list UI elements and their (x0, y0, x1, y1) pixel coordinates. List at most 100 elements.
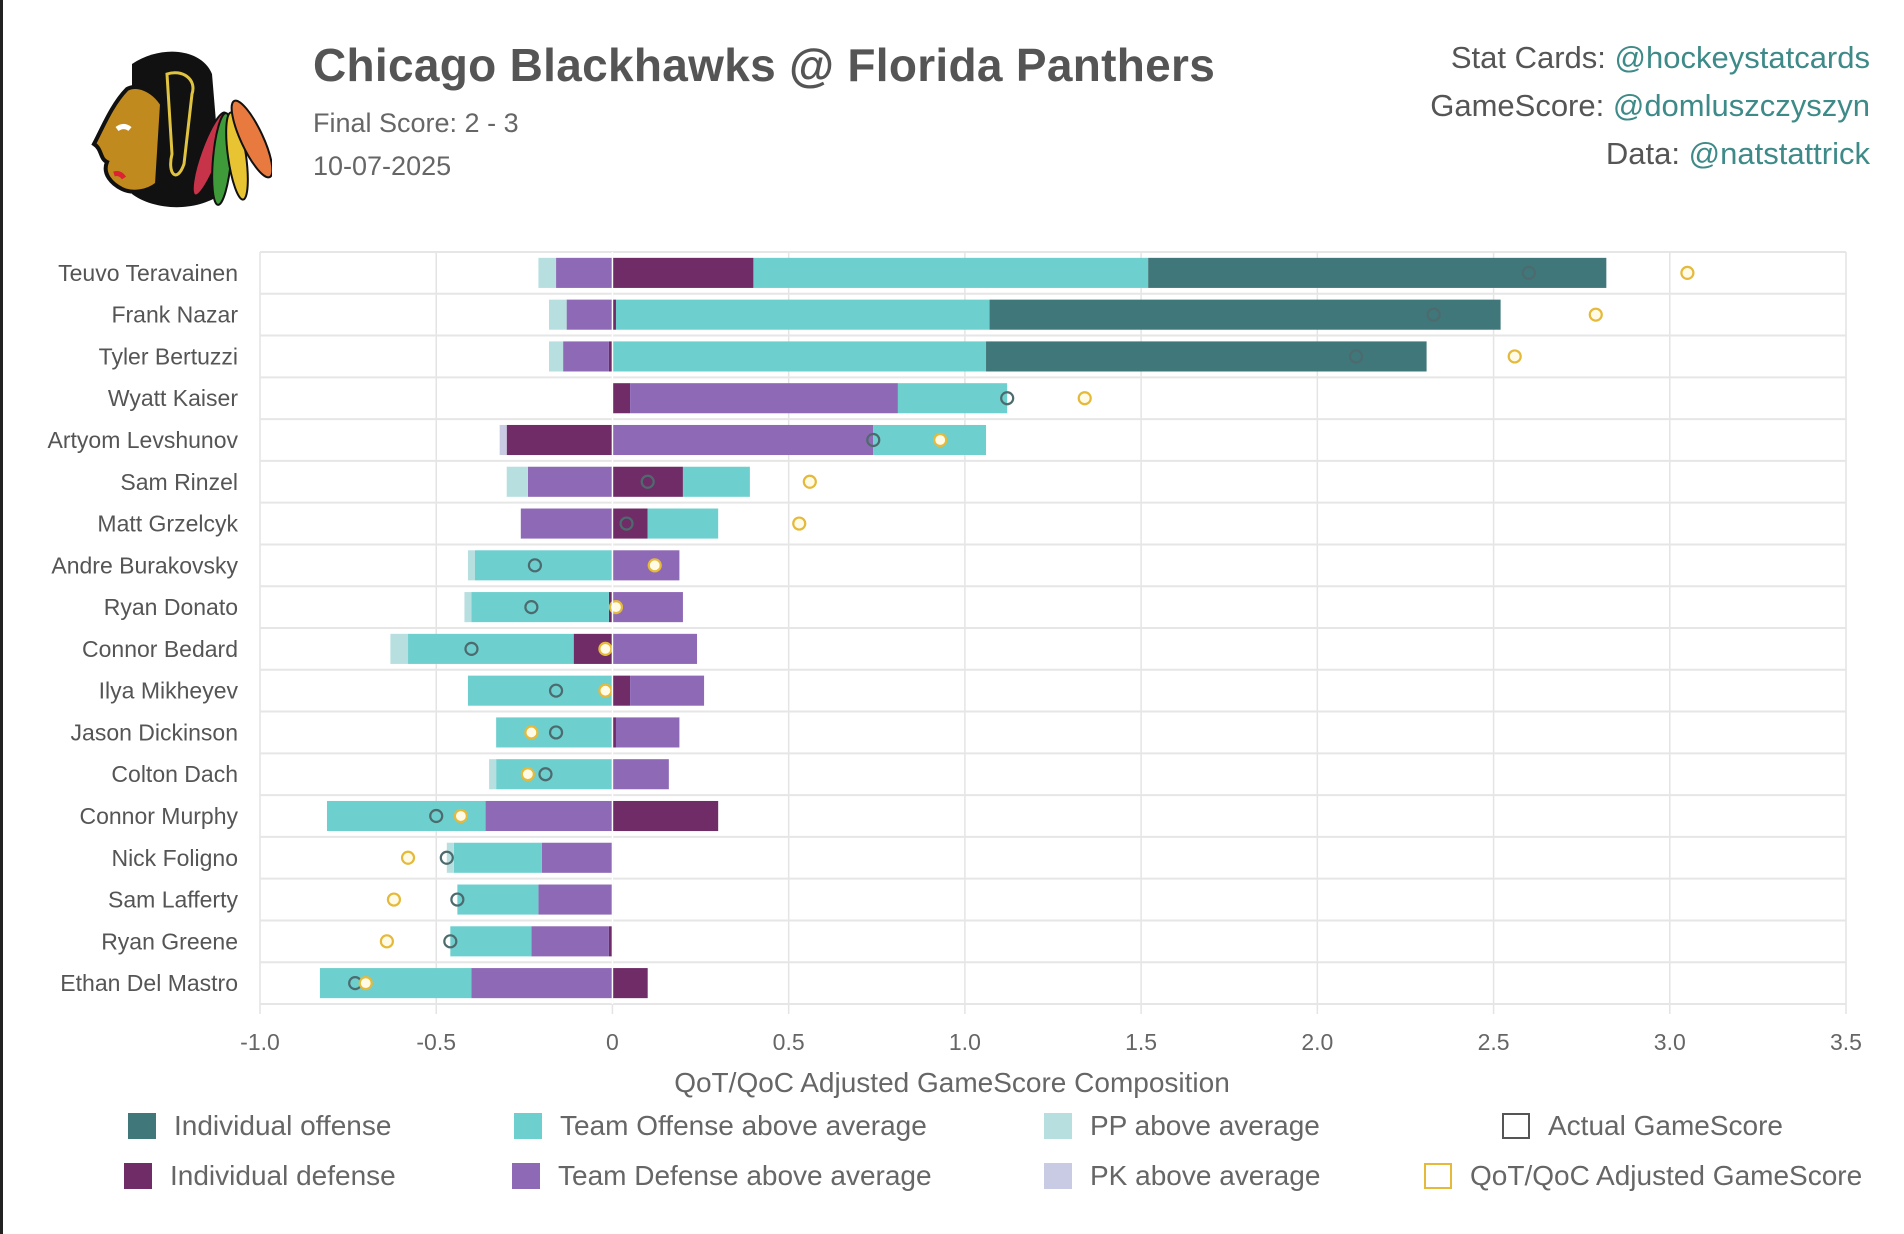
actual-gamescore-marker (548, 683, 564, 698)
bar-team-offense (647, 508, 719, 539)
adjusted-gamescore-marker (524, 725, 539, 740)
adjusted-gamescore-marker (400, 850, 416, 865)
adjusted-gamescore-marker (598, 683, 613, 698)
bar-pp (464, 592, 472, 623)
player-label: Andre Burakovsky (51, 552, 238, 578)
legend-item-pk: PK above average (1044, 1160, 1320, 1192)
player-label: Ryan Donato (104, 594, 238, 620)
bar-pp (489, 759, 497, 790)
legend-swatch (1044, 1113, 1072, 1139)
bar-team-offense (612, 341, 987, 372)
adjusted-gamescore-marker (802, 474, 817, 489)
actual-gamescore-marker (1426, 307, 1441, 322)
player-label: Frank Nazar (111, 302, 238, 328)
blackhawks-logo-icon (91, 51, 272, 208)
player-label: Sam Rinzel (120, 469, 238, 495)
legend-swatch (1424, 1163, 1452, 1189)
bar-individual-defense (612, 466, 683, 497)
adjusted-gamescore-marker (520, 767, 535, 782)
bar-team-defense (531, 926, 609, 957)
player-label: Connor Bedard (82, 636, 238, 662)
legend-swatch (1502, 1113, 1530, 1139)
credit-stat-cards: Stat Cards: @hockeystatcards (1450, 40, 1870, 75)
chart-title: Chicago Blackhawks @ Florida Panthers (313, 39, 1216, 91)
x-tick-label: 2.0 (1301, 1029, 1333, 1055)
player-labels: Teuvo Teravainen Frank Nazar Tyler Bertuzz… (48, 260, 239, 996)
bar-individual-offense (986, 341, 1427, 372)
bar-team-offense (467, 675, 613, 706)
bar-individual-defense (612, 257, 754, 288)
bar-individual-defense (612, 383, 631, 414)
x-tick-label: 2.5 (1478, 1029, 1510, 1055)
credits: Stat Cards: @hockeystatcards GameScore: … (1430, 34, 1870, 178)
player-label: Ilya Mikheyev (99, 678, 239, 704)
actual-gamescore-marker (439, 850, 454, 865)
legend-item-team-defense: Team Defense above average (512, 1160, 932, 1192)
data-handle-link[interactable]: @natstattrick (1688, 136, 1870, 171)
x-tick-label: -0.5 (416, 1029, 456, 1055)
x-tick-label: 1.0 (949, 1029, 981, 1055)
actual-gamescore-marker (464, 641, 479, 656)
adjusted-gamescore-marker (358, 976, 373, 991)
team-logo (91, 51, 272, 208)
adjusted-gamescore-marker (379, 934, 394, 949)
adjusted-gamescore-marker (1680, 265, 1695, 280)
legend-item-adjusted-gamescore: QoT/QoC Adjusted GameScore (1424, 1160, 1862, 1192)
bar-team-defense (612, 424, 874, 456)
bar-team-defense (541, 842, 613, 873)
adjusted-gamescore-marker (453, 808, 468, 824)
x-tick-label: 0 (606, 1029, 619, 1055)
player-label: Artyom Levshunov (48, 427, 239, 453)
bar-individual-defense (612, 508, 648, 539)
actual-gamescore-marker (1000, 391, 1015, 406)
player-label: Connor Murphy (79, 803, 238, 829)
actual-gamescore-marker (429, 808, 444, 824)
bar-pp (538, 257, 557, 288)
player-label: Wyatt Kaiser (108, 385, 239, 411)
player-label: Tyler Bertuzzi (99, 343, 238, 369)
bar-individual-defense (612, 968, 648, 999)
bar-team-defense (612, 759, 669, 790)
bar-pp (506, 466, 528, 497)
bar-team-defense (615, 717, 680, 748)
player-label: Ryan Greene (101, 928, 238, 954)
stat-cards-handle-link[interactable]: @hockeystatcards (1614, 40, 1870, 75)
x-tick-label: 3.0 (1654, 1029, 1686, 1055)
actual-gamescore-marker (640, 474, 655, 489)
adjusted-gamescore-marker (1507, 349, 1522, 364)
adjusted-gamescore-marker (1077, 391, 1092, 406)
bar-team-offense (496, 759, 613, 790)
x-axis-label: QoT/QoC Adjusted GameScore Composition (674, 1067, 1230, 1098)
player-label: Colton Dach (111, 761, 238, 787)
gamescore-handle-link[interactable]: @domluszczyszyn (1612, 88, 1870, 123)
bar-team-defense (630, 675, 705, 706)
actual-gamescore-marker (548, 725, 564, 740)
bar-team-defense (563, 341, 609, 372)
bar-team-offense (897, 383, 1008, 414)
bar-individual-defense (608, 926, 613, 957)
adjusted-gamescore-marker (792, 516, 807, 531)
bar-team-offense (457, 884, 539, 915)
bar-team-offense (682, 466, 750, 497)
game-date: 10-07-2025 (313, 151, 452, 181)
player-label: Jason Dickinson (71, 719, 238, 745)
bar-team-defense (538, 884, 613, 915)
bar-team-defense (520, 508, 613, 539)
bars (319, 257, 1607, 999)
legend-swatch (512, 1163, 540, 1189)
bar-individual-defense (612, 675, 631, 706)
player-label: Ethan Del Mastro (60, 970, 238, 996)
legend-item-individual-defense: Individual defense (124, 1160, 396, 1192)
legend-swatch (514, 1113, 542, 1139)
actual-gamescore-marker (443, 934, 458, 949)
legend-swatch (1044, 1163, 1072, 1189)
bar-individual-defense (612, 717, 616, 748)
legend-item-individual-offense: Individual offense (128, 1110, 391, 1142)
bar-team-defense (566, 299, 613, 330)
gamescore-chart: Teuvo Teravainen Frank Nazar Tyler Bertuzz… (48, 251, 1862, 1098)
actual-gamescore-marker (1521, 265, 1536, 280)
bar-team-offense (319, 968, 472, 999)
legend-swatch (124, 1163, 152, 1189)
legend-item-team-offense: Team Offense above average (514, 1110, 927, 1142)
